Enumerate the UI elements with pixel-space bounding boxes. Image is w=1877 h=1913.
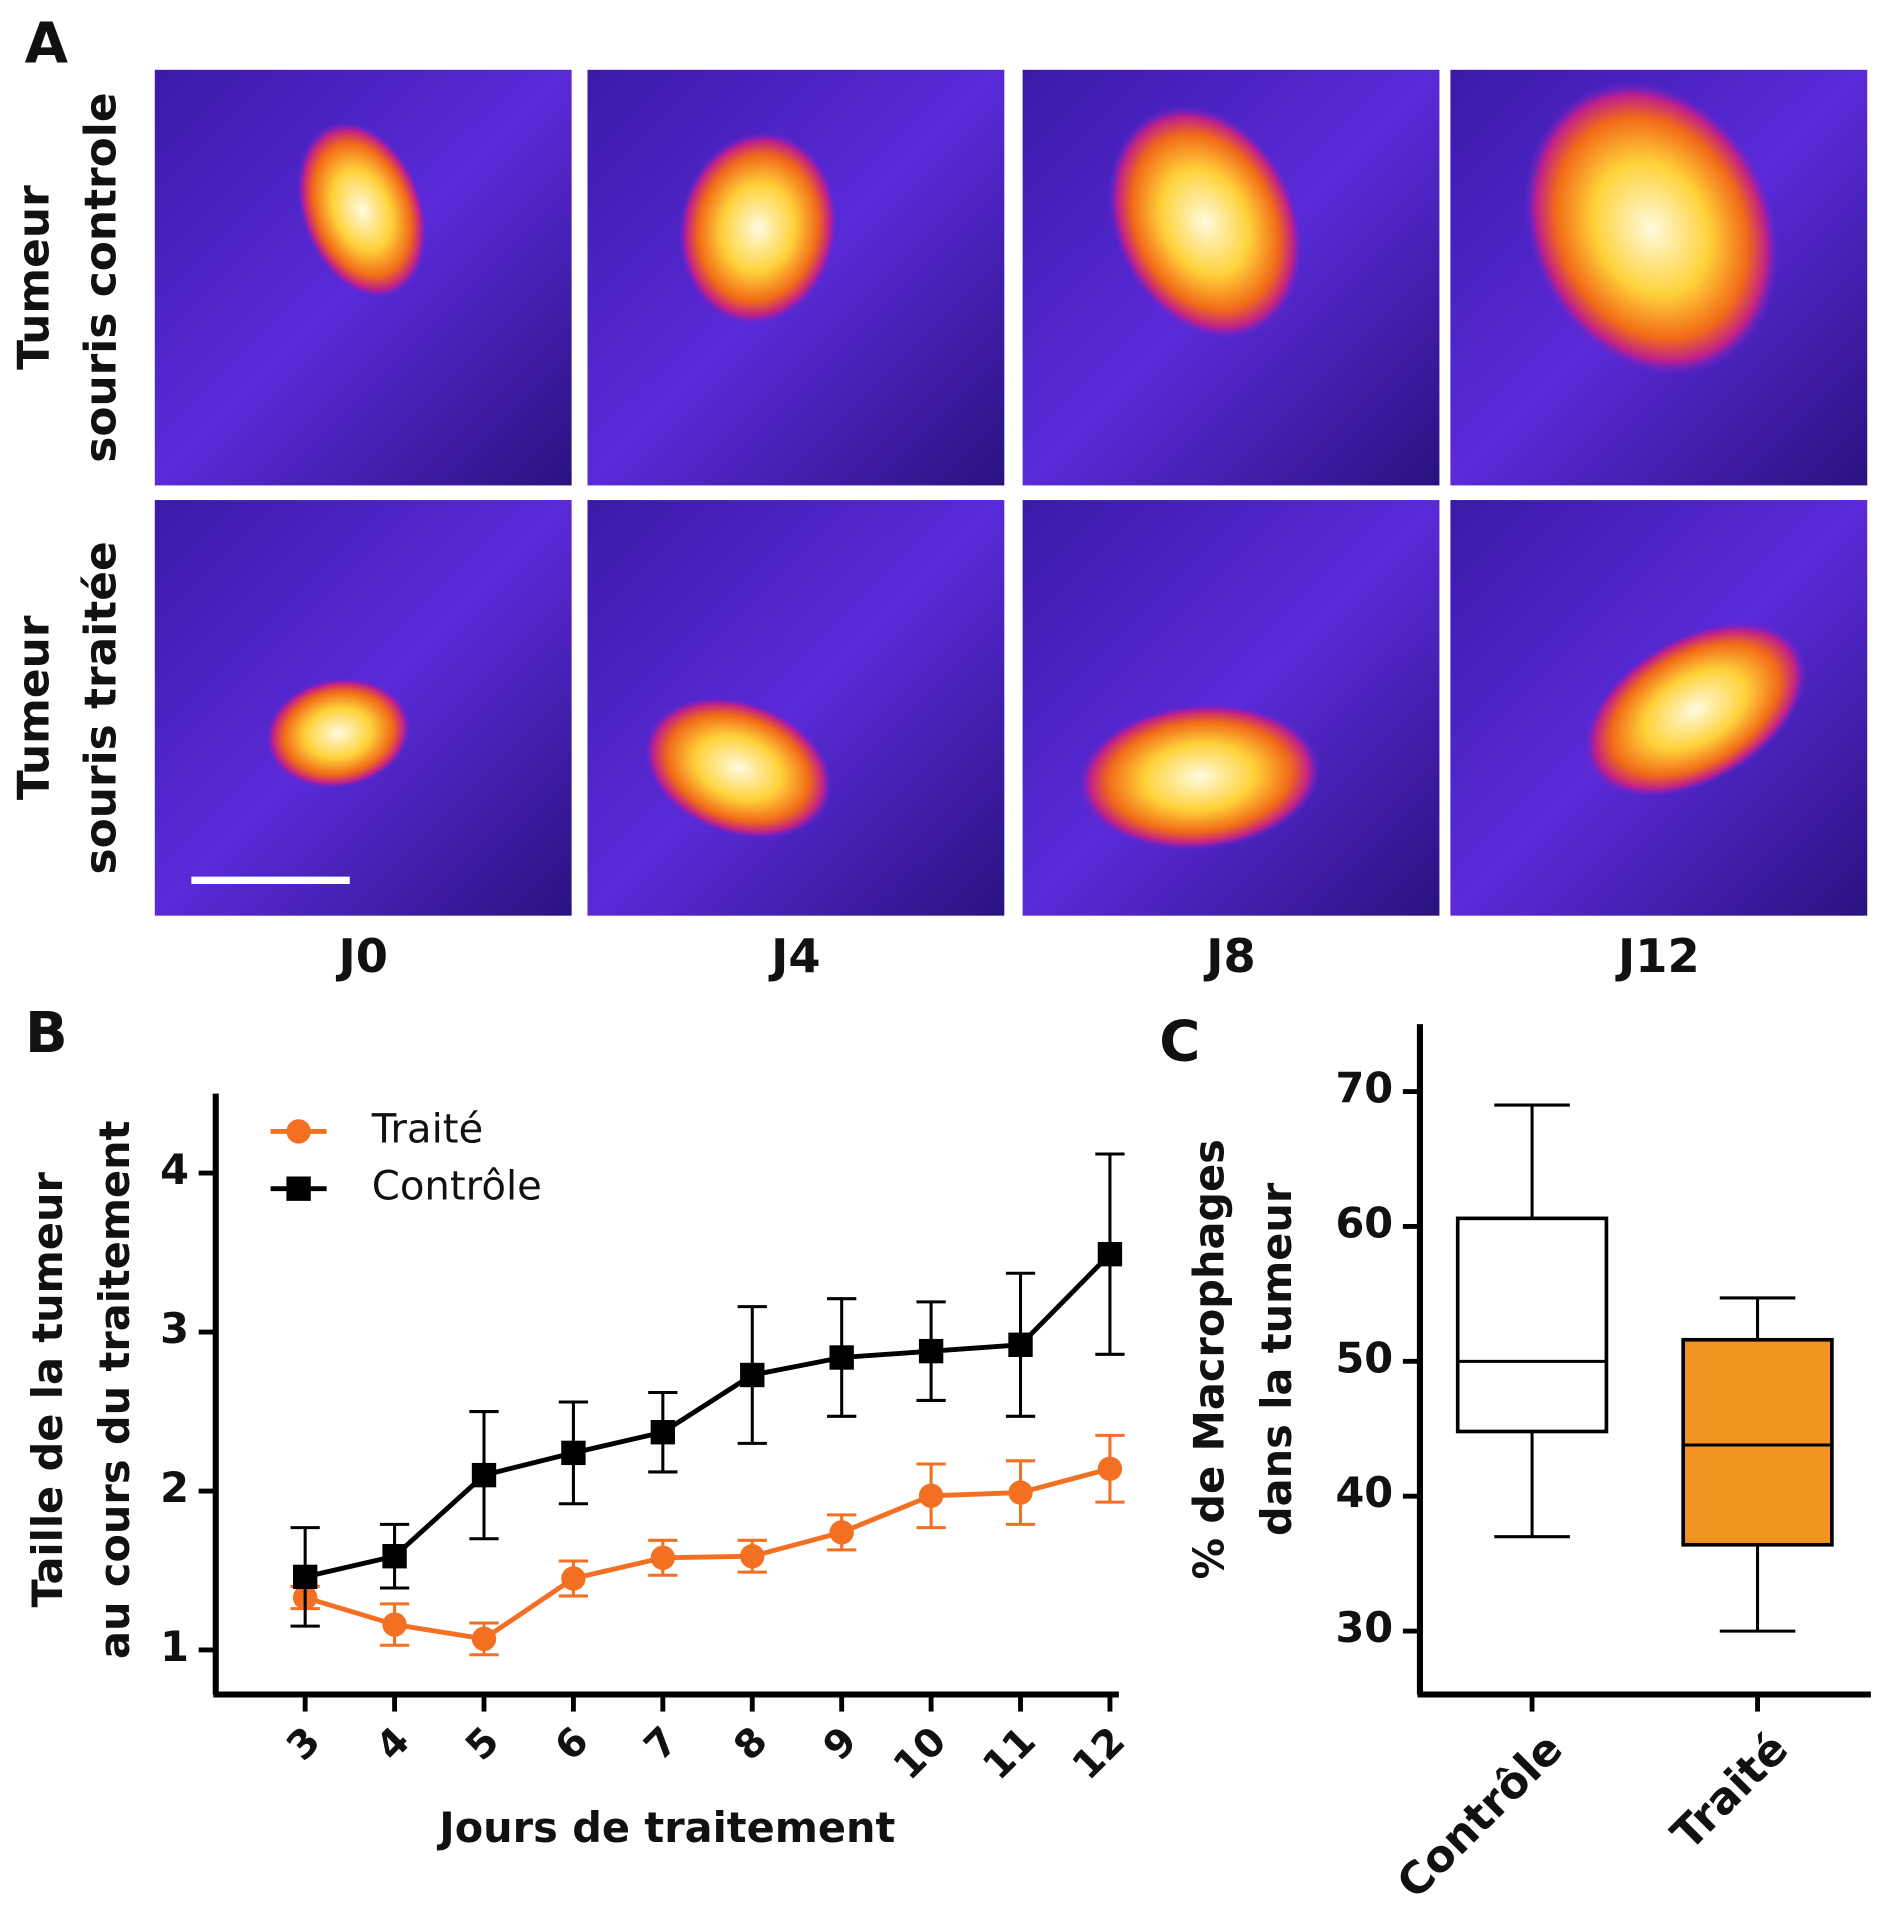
row-label: Tumeur [9,615,60,800]
x-tick-label: 7 [636,1719,687,1770]
marker [918,1483,944,1508]
y-tick-label: 70 [1335,1065,1393,1113]
y-tick-label: 4 [160,1146,189,1194]
tumor-signal [1583,621,1808,798]
x-tick-label: 10 [885,1719,955,1789]
series-line [304,1466,1111,1642]
marker [292,1564,318,1590]
tumor-signal [643,696,833,840]
panel-letter: B [25,1001,68,1066]
series-line [304,1252,1112,1580]
y-tick-label: 2 [160,1464,189,1512]
x-tick-label: 6 [547,1719,598,1770]
y-tick-label: 50 [1335,1334,1393,1382]
marker [1008,1480,1033,1505]
row-label: souris controle [76,92,127,462]
x-tick-label: 9 [815,1719,866,1770]
x-tick-label: 8 [725,1719,776,1770]
whisker [1494,1431,1570,1539]
tumor-signal [1523,80,1780,376]
x-tick-label: Contrôle [1387,1723,1572,1908]
tumor-signal [265,677,411,789]
y-tick-label: 3 [160,1305,189,1353]
marker [650,1420,676,1445]
marker [918,1338,944,1364]
y-axis-title: Taille de la tumeur [24,1172,72,1608]
tumor-signal [1077,703,1322,851]
x-axis-title: Jours de traitement [436,1804,895,1852]
marker [829,1520,854,1545]
whisker [1719,1544,1796,1633]
y-tick-label: 30 [1335,1604,1393,1652]
marker [1097,1456,1123,1481]
tumor-signal [678,131,838,326]
column-label: J8 [1203,929,1255,983]
marker [561,1566,586,1591]
x-tick-label: 4 [368,1719,419,1770]
legend-label: Traité [371,1106,484,1152]
x-tick-label: Traité [1662,1723,1799,1860]
row-label: Tumeur [9,185,60,370]
y-tick-label: 60 [1335,1199,1393,1247]
marker [1097,1241,1123,1267]
row-label: souris traitée [76,541,127,874]
legend-label: Contrôle [372,1164,542,1210]
y-tick-label: 40 [1335,1469,1393,1517]
y-tick-label: 1 [160,1623,189,1671]
tumor-signal [1107,105,1303,340]
marker [740,1544,765,1569]
y-axis-title: dans la tumeur [1253,1182,1301,1536]
y-axis-title: au cours du traitement [91,1121,139,1659]
marker [1008,1332,1033,1357]
column-label: J4 [768,929,820,983]
marker [471,1626,497,1652]
legend-marker [286,1176,311,1201]
x-tick-label: 3 [278,1719,329,1770]
x-tick-label: 11 [975,1719,1045,1789]
marker [471,1462,497,1488]
tumor-signal [296,121,428,299]
marker [740,1362,765,1388]
x-tick-label: 12 [1064,1719,1134,1789]
marker [382,1544,407,1569]
box [1455,1216,1609,1434]
legend-marker [286,1119,311,1144]
x-tick-label: 5 [457,1719,508,1770]
image-background [587,500,1005,916]
y-axis-title: % de Macrophages [1186,1139,1234,1579]
box [1681,1337,1834,1547]
column-label: J0 [335,929,387,983]
marker [382,1612,407,1637]
marker [650,1545,676,1570]
whisker [1719,1296,1796,1340]
marker [829,1345,854,1370]
marker [561,1440,586,1466]
panel-letter: A [25,11,69,76]
panel-letter: C [1159,1009,1200,1074]
whisker [1494,1103,1570,1219]
column-label: J12 [1615,929,1700,983]
